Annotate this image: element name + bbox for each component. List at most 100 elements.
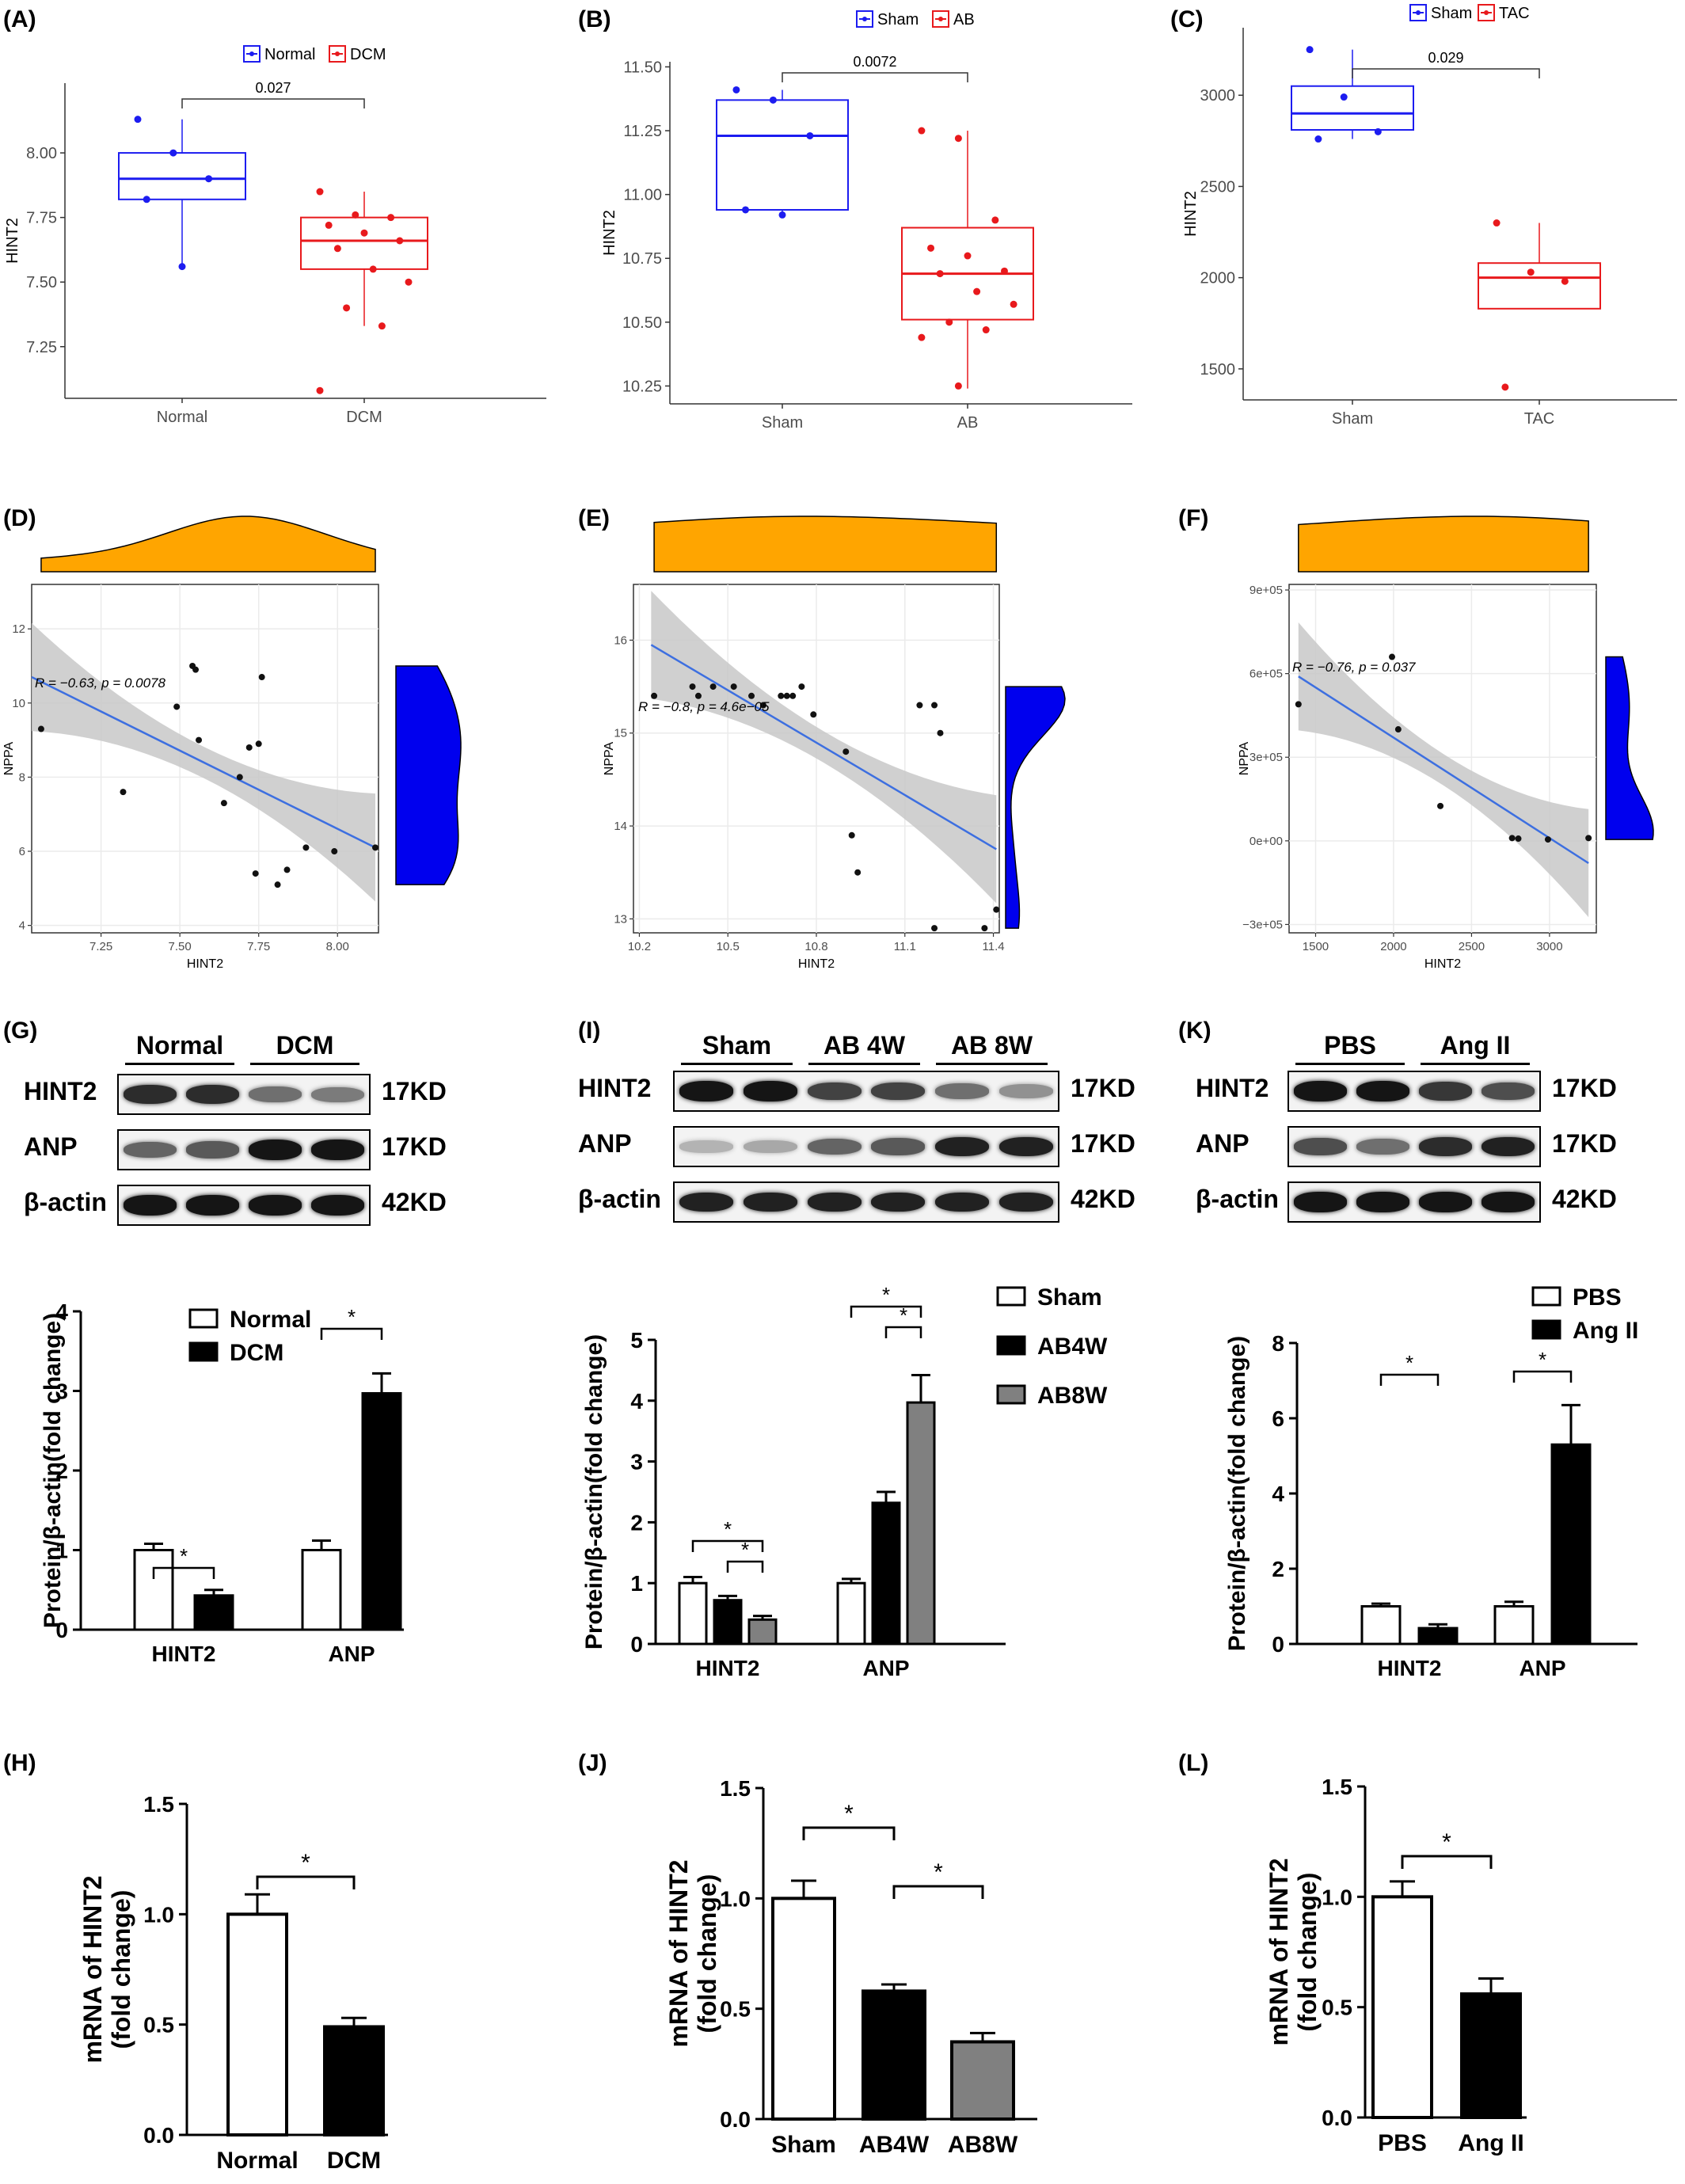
group-underline bbox=[808, 1063, 920, 1065]
y-tick-label: 1.5 bbox=[1322, 1775, 1352, 1799]
protein-band bbox=[935, 1136, 989, 1157]
y-tick-label: 10.75 bbox=[622, 250, 662, 268]
correlation-annotation: R = −0.63, p = 0.0078 bbox=[35, 675, 165, 691]
y-tick-label: 6 bbox=[19, 845, 25, 858]
data-point bbox=[352, 211, 359, 219]
data-point bbox=[918, 333, 926, 341]
bar-normal bbox=[133, 1549, 174, 1631]
y-axis-label: Protein/β-actin(fold change) bbox=[40, 1313, 66, 1628]
y-axis-label: mRNA of HINT2 bbox=[78, 1875, 107, 2063]
data-point bbox=[1437, 802, 1444, 809]
x-tick-label: DCM bbox=[346, 409, 382, 426]
molecular-weight-label: 17KD bbox=[1552, 1129, 1617, 1158]
protein-band bbox=[1356, 1081, 1409, 1102]
data-point bbox=[931, 925, 938, 932]
y-tick-label: 3e+05 bbox=[1249, 751, 1283, 764]
y-tick-label: 4 bbox=[630, 1389, 643, 1414]
data-point bbox=[1314, 135, 1322, 143]
legend-key-ab8w bbox=[996, 1384, 1026, 1405]
bar-sham bbox=[678, 1581, 708, 1646]
y-tick-label: 0.5 bbox=[1322, 1996, 1352, 2020]
bar-ab4w bbox=[862, 1989, 926, 2121]
data-point bbox=[931, 702, 938, 709]
protein-band bbox=[807, 1192, 862, 1212]
legend-label-normal: Normal bbox=[264, 46, 315, 63]
data-point bbox=[810, 711, 817, 718]
bar-ab8w bbox=[747, 1618, 778, 1646]
x-tick-label: AB8W bbox=[948, 2132, 1018, 2158]
bar-sham bbox=[836, 1581, 866, 1646]
significance-bracket bbox=[1379, 1373, 1440, 1386]
x-tick-label: Ang II bbox=[1458, 2130, 1523, 2156]
protein-band bbox=[935, 1083, 989, 1099]
y-axis-label: (fold change) bbox=[1293, 1873, 1322, 2032]
y-tick-label: 13 bbox=[614, 912, 627, 926]
significance-bracket bbox=[1512, 1370, 1573, 1383]
significance-star: * bbox=[900, 1303, 907, 1327]
x-tick-label: 3000 bbox=[1536, 940, 1562, 953]
legend-key-dot bbox=[938, 17, 943, 21]
legend-key-dot bbox=[335, 51, 340, 56]
density-right bbox=[395, 665, 462, 885]
y-tick-label: 2 bbox=[630, 1510, 643, 1535]
data-point bbox=[245, 744, 253, 751]
data-point bbox=[258, 674, 265, 681]
protein-band bbox=[249, 1140, 302, 1160]
data-point bbox=[255, 740, 262, 748]
x-tick-label: ANP bbox=[862, 1656, 909, 1679]
legend-label: AB4W bbox=[1037, 1334, 1108, 1360]
data-point bbox=[1515, 835, 1522, 843]
significance-bracket bbox=[850, 1305, 922, 1318]
panel-label-f: (F) bbox=[1178, 505, 1209, 531]
data-point bbox=[316, 188, 324, 196]
density-right bbox=[1005, 686, 1066, 929]
y-tick-label: 3 bbox=[630, 1450, 643, 1474]
data-point bbox=[732, 86, 740, 93]
y-tick-label: 10 bbox=[12, 697, 25, 710]
regression-line bbox=[31, 675, 376, 849]
x-tick-label: ANP bbox=[1519, 1656, 1565, 1679]
data-point bbox=[854, 869, 862, 876]
legend-key-ang-ii bbox=[1531, 1319, 1561, 1340]
density-top bbox=[40, 516, 376, 573]
data-point bbox=[1388, 653, 1395, 660]
data-point bbox=[936, 270, 944, 278]
y-tick-label: 0.0 bbox=[1322, 2106, 1352, 2130]
blot-strip bbox=[117, 1074, 371, 1115]
data-point bbox=[991, 216, 999, 224]
blot-row-label: HINT2 bbox=[578, 1074, 652, 1102]
y-tick-label: 12 bbox=[12, 622, 25, 636]
y-tick-label: 0.0 bbox=[143, 2123, 174, 2148]
y-tick-label: 8 bbox=[19, 770, 25, 784]
legend-label: Normal bbox=[230, 1307, 311, 1333]
data-point bbox=[173, 703, 181, 710]
protein-band bbox=[1482, 1192, 1535, 1212]
data-point bbox=[945, 318, 953, 326]
protein-band bbox=[679, 1081, 734, 1102]
y-tick-label: 7.75 bbox=[26, 210, 57, 227]
data-point bbox=[769, 96, 777, 104]
y-tick-label: 5 bbox=[630, 1328, 643, 1353]
molecular-weight-label: 17KD bbox=[1552, 1074, 1617, 1102]
x-tick-label: Sham bbox=[762, 414, 803, 432]
y-tick-label: 15 bbox=[614, 727, 627, 740]
data-point bbox=[918, 127, 926, 135]
bar-ab8w bbox=[906, 1401, 936, 1646]
regression-line bbox=[650, 644, 997, 850]
regression-line bbox=[1298, 675, 1589, 865]
protein-band bbox=[1294, 1081, 1347, 1102]
blot-strip bbox=[673, 1126, 1059, 1167]
legend-key-dcm bbox=[329, 45, 346, 63]
x-tick-label: 7.25 bbox=[89, 940, 112, 953]
protein-band bbox=[744, 1140, 797, 1154]
data-point bbox=[973, 287, 981, 295]
data-point bbox=[387, 214, 395, 222]
y-tick-label: 3 bbox=[55, 1379, 68, 1404]
bar-chart-j: 0.0 0.5 1.0 1.5 mRNA of HINT2 (fold change) Sh… bbox=[664, 1776, 1037, 2158]
legend-key-normal bbox=[243, 45, 261, 63]
significance-bracket bbox=[256, 1875, 356, 1889]
significance-star: * bbox=[1405, 1351, 1413, 1375]
data-point bbox=[1394, 726, 1402, 733]
y-tick-label: 16 bbox=[614, 634, 627, 647]
data-point bbox=[798, 683, 805, 691]
